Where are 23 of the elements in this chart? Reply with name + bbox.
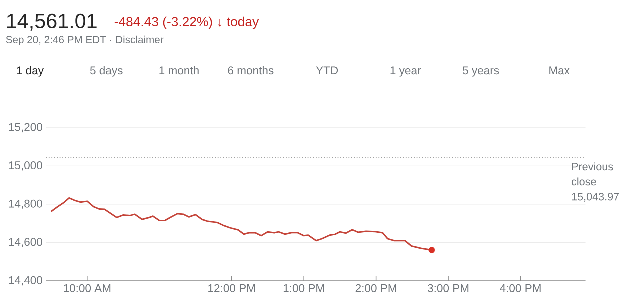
- text: Sep 20, 2:46 PM EDT · Disclaimer: [6, 36, 164, 46]
- x-tick-label: 4:00 PM: [500, 284, 541, 293]
- x-tick-label: 2:00 PM: [356, 284, 396, 293]
- text: 1 year: [390, 66, 422, 78]
- text: 1 month: [160, 66, 199, 75]
- text: 5 years: [463, 66, 500, 78]
- y-tick-label: 15,000: [9, 162, 42, 172]
- text: Max: [550, 66, 570, 75]
- y-tick-label: 15,200: [9, 123, 42, 133]
- x-tick-label: 10:00 AM: [64, 284, 111, 293]
- ref-line-label: Previous close 15,043.97: [572, 162, 620, 202]
- text: 1 day: [17, 66, 44, 78]
- x-tick-label: 1:00 PM: [284, 284, 324, 293]
- text: 5 days: [90, 66, 123, 78]
- chart-title: 14,561.01: [7, 14, 97, 32]
- x-tick-label: 3:00 PM: [428, 284, 469, 293]
- y-tick-label: 14,600: [9, 238, 42, 248]
- y-tick-label: 14,400: [9, 276, 42, 286]
- x-tick-label: 12:00 PM: [208, 284, 256, 293]
- text: 6 months: [228, 66, 274, 75]
- text: YTD: [316, 66, 338, 75]
- chart-subtitle: -484.43 (-3.22%) ↓ today: [114, 17, 260, 30]
- y-tick-label: 14,800: [9, 200, 42, 210]
